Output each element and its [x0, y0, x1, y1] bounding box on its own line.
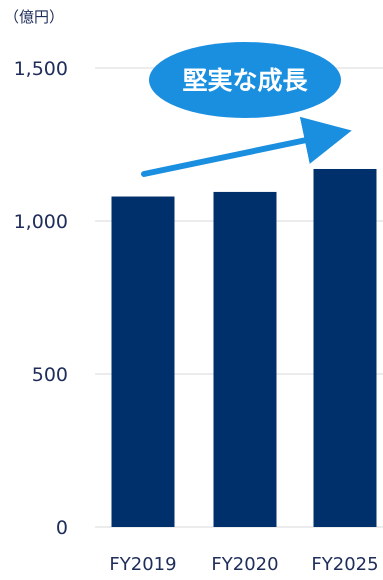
y-tick-label: 1,500 [14, 58, 68, 80]
unit-label: （億円） [4, 8, 64, 26]
growth-badge [149, 42, 341, 118]
x-tick-label: FY2025 [311, 554, 378, 575]
bars [111, 168, 377, 528]
bar-FY2025 [313, 168, 377, 528]
bar-FY2019 [111, 196, 175, 527]
x-axis-labels: FY2019 FY2020 FY2025 [109, 554, 378, 575]
bar-FY2020 [213, 191, 277, 527]
y-tick-label: 500 [32, 364, 68, 386]
growth-badge-label: 堅実な成長 [182, 66, 308, 95]
y-axis-ticks: 0 500 1,000 1,500 [14, 58, 68, 539]
y-tick-label: 0 [56, 517, 68, 539]
growth-arrow [141, 116, 352, 177]
x-tick-label: FY2019 [109, 554, 176, 575]
y-tick-label: 1,000 [14, 211, 68, 233]
x-tick-label: FY2020 [211, 554, 278, 575]
